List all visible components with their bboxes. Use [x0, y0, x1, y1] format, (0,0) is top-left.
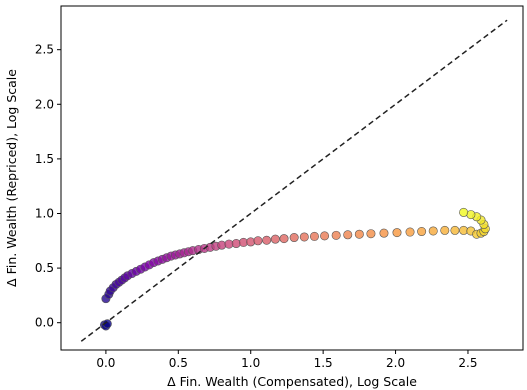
y-tick-label: 1.5 — [35, 152, 54, 166]
data-point — [379, 228, 389, 238]
x-tick-label: 1.5 — [314, 356, 333, 370]
reference-line-layer — [80, 19, 508, 342]
data-point — [253, 236, 263, 246]
data-point — [392, 228, 402, 238]
data-point — [459, 207, 469, 217]
data-point — [320, 231, 330, 241]
data-point — [343, 230, 353, 240]
data-point — [270, 234, 280, 244]
data-point — [331, 230, 341, 240]
x-axis-label: Δ Fin. Wealth (Compensated), Log Scale — [167, 374, 417, 389]
data-point — [440, 225, 450, 235]
data-point — [309, 231, 319, 241]
data-point — [366, 229, 376, 239]
points-layer — [99, 207, 490, 331]
data-point — [299, 232, 309, 242]
plot-frame — [60, 5, 524, 351]
data-point — [279, 234, 289, 244]
x-tick-label: 0.5 — [169, 356, 188, 370]
y-tick-label: 1.0 — [35, 206, 54, 220]
x-tick-label: 2.5 — [458, 356, 477, 370]
data-point — [417, 227, 427, 237]
data-point — [289, 233, 299, 243]
reference-line — [80, 19, 508, 342]
x-tick-label: 2.0 — [386, 356, 405, 370]
data-point — [405, 227, 415, 237]
x-tick-label: 0.0 — [96, 356, 115, 370]
data-point — [450, 225, 460, 235]
y-axis-label: Δ Fin. Wealth (Repriced), Log Scale — [4, 69, 19, 287]
y-tick-label: 0.5 — [35, 261, 54, 275]
x-tick-label: 1.0 — [241, 356, 260, 370]
data-point — [354, 229, 364, 239]
y-axis: 0.0 0.5 1.0 1.5 2.0 2.5 — [35, 43, 61, 330]
data-point — [262, 235, 272, 245]
data-point — [102, 319, 112, 329]
y-tick-label: 0.0 — [35, 316, 54, 330]
x-axis: 0.0 0.5 1.0 1.5 2.0 2.5 — [96, 350, 478, 370]
y-tick-label: 2.0 — [35, 97, 54, 111]
data-point — [428, 226, 438, 236]
y-tick-label: 2.5 — [35, 43, 54, 57]
